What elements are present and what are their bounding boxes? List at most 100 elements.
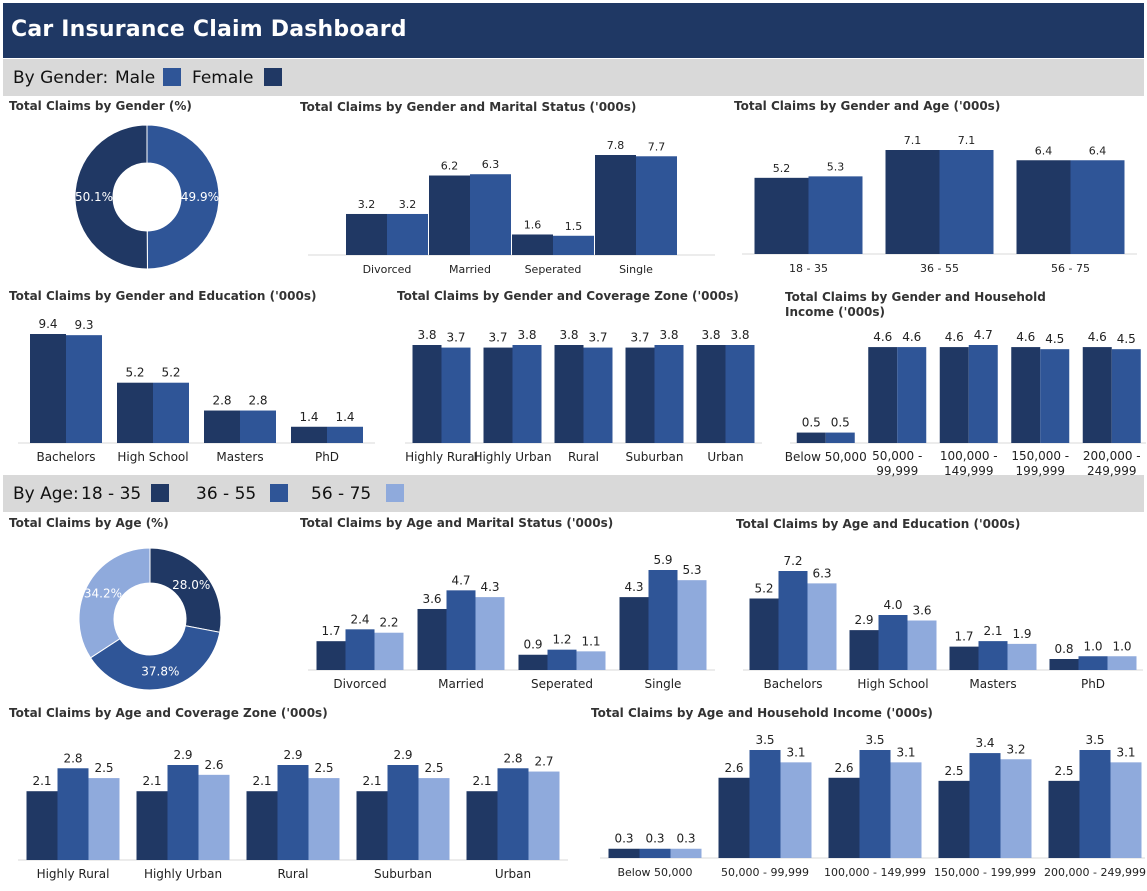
data-label: 0.3 xyxy=(645,832,664,846)
bar-male-18-35 xyxy=(808,176,863,254)
data-label: 3.4 xyxy=(975,736,994,750)
category-label-100-000-149-999: 100,000 - xyxy=(940,449,998,463)
gender-age-bar-chart: 5.2 5.3 18 - 35 7.1 7.1 36 - 55 6.4 6.4 56 - 75 xyxy=(742,134,1137,275)
bar-female-rural xyxy=(554,345,584,443)
data-label: 3.5 xyxy=(1085,733,1104,747)
bar-36-55-50-000-99-999 xyxy=(749,750,781,858)
data-label: 3.2 xyxy=(1006,742,1025,756)
chart-title-gender-income: Total Claims by Gender and Household Inc… xyxy=(785,290,1046,319)
bar-18-35-divorced xyxy=(316,641,346,670)
category-label-150-000-199-999: 150,000 - xyxy=(1011,449,1069,463)
bar-56-75-rural xyxy=(308,778,340,860)
category-label-masters: Masters xyxy=(216,450,263,464)
category-label-50-000-99-999: 50,000 - xyxy=(872,449,922,463)
legend-swatch-18-35 xyxy=(151,484,169,502)
data-label: 1.2 xyxy=(552,633,571,647)
data-label: 3.5 xyxy=(755,733,774,747)
bar-56-75-masters xyxy=(1007,643,1037,670)
category-label-highly-rural: Highly Rural xyxy=(405,450,478,464)
bar-56-75-50-000-99-999 xyxy=(780,762,812,858)
category-label-urban: Urban xyxy=(495,867,531,881)
data-label: 9.3 xyxy=(74,318,93,332)
chart-title-age-coverage-zone: Total Claims by Age and Coverage Zone ('… xyxy=(9,706,328,720)
bar-56-75-seperated xyxy=(576,651,606,670)
data-label: 5.2 xyxy=(125,366,144,380)
data-label: 2.8 xyxy=(63,751,82,765)
data-label: 4.7 xyxy=(451,573,470,587)
pie-slice-18-35 xyxy=(149,547,222,633)
gender-coverage-zone-bar-chart: 3.8 3.7 Highly Rural 3.7 3.8 Highly Urban 3.8 3… xyxy=(405,328,762,464)
data-label: 4.7 xyxy=(974,328,993,342)
category-label-suburban: Suburban xyxy=(374,867,432,881)
category-label-single: Single xyxy=(645,677,682,691)
bar-female-100-000-149-999 xyxy=(939,347,969,443)
bar-18-35-below-50-000 xyxy=(608,848,640,858)
category-label-bachelors: Bachelors xyxy=(763,677,822,691)
category-label-150-000-199-999-line2: 199,999 xyxy=(1015,464,1065,478)
bar-female-divorced xyxy=(346,213,387,255)
data-label: 1.9 xyxy=(1012,627,1031,641)
data-label: 2.5 xyxy=(424,761,443,775)
bar-36-55-100-000-149-999 xyxy=(859,750,891,858)
bar-female-highly-urban xyxy=(483,347,513,443)
bar-male-married xyxy=(470,174,511,255)
bar-female-below-50-000 xyxy=(796,432,826,443)
bar-36-55-below-50-000 xyxy=(639,848,671,858)
bar-male-highly-rural xyxy=(441,347,471,443)
data-label: 0.5 xyxy=(831,416,850,430)
category-label-below-50-000: Below 50,000 xyxy=(785,450,867,464)
data-label: 3.7 xyxy=(446,331,465,345)
data-label: 0.5 xyxy=(802,416,821,430)
data-label: 2.9 xyxy=(393,748,412,762)
chart-title-gender-pie: Total Claims by Gender (%) xyxy=(9,99,192,113)
bar-female-urban xyxy=(696,345,726,443)
data-label: 7.7 xyxy=(648,140,666,153)
data-label: 4.5 xyxy=(1117,332,1136,346)
bar-36-55-highly-rural xyxy=(57,768,89,860)
legend-label-male: Male xyxy=(115,68,156,88)
data-label: 1.0 xyxy=(1112,639,1131,653)
bar-female-200-000-249-999 xyxy=(1082,347,1112,443)
data-label: 5.3 xyxy=(827,160,845,173)
data-label: 4.3 xyxy=(624,580,643,594)
bar-36-55-suburban xyxy=(387,765,419,860)
chart-title-age-marital: Total Claims by Age and Marital Status (… xyxy=(300,516,614,530)
bar-female-56-75 xyxy=(1016,160,1071,254)
category-label-150-000-199-999: 150,000 - 199,999 xyxy=(934,866,1036,879)
bar-56-75-divorced xyxy=(374,632,404,670)
bar-male-200-000-249-999 xyxy=(1111,349,1141,443)
data-label: 3.5 xyxy=(865,733,884,747)
bar-18-35-rural xyxy=(246,791,278,860)
bar-male-150-000-199-999 xyxy=(1040,349,1070,443)
bar-18-35-highly-rural xyxy=(26,791,58,860)
data-label: 2.1 xyxy=(32,774,51,788)
bar-36-55-bachelors xyxy=(778,571,808,670)
data-label: 4.6 xyxy=(1016,330,1035,344)
data-label: 3.6 xyxy=(912,604,931,618)
bar-female-highly-rural xyxy=(412,345,442,443)
data-label: 4.5 xyxy=(1045,332,1064,346)
pie-label-female: 50.1% xyxy=(75,190,113,204)
chart-title-age-pie: Total Claims by Age (%) xyxy=(9,516,169,530)
data-label: 6.4 xyxy=(1089,144,1107,157)
data-label: 2.8 xyxy=(212,394,231,408)
dashboard-header: Car Insurance Claim Dashboard xyxy=(3,3,1144,58)
category-label-phd: PhD xyxy=(315,450,339,464)
pie-label-male: 49.9% xyxy=(181,190,219,204)
category-label-married: Married xyxy=(449,263,491,276)
chart-title-gender-age: Total Claims by Gender and Age ('000s) xyxy=(734,99,1001,113)
bar-56-75-150-000-199-999 xyxy=(1000,759,1032,858)
data-label: 6.3 xyxy=(812,566,831,580)
category-label-masters: Masters xyxy=(969,677,1016,691)
category-label-high-school: High School xyxy=(857,677,928,691)
category-label-rural: Rural xyxy=(568,450,599,464)
data-label: 3.2 xyxy=(358,198,376,211)
data-label: 3.1 xyxy=(1116,745,1135,759)
data-label: 0.3 xyxy=(676,832,695,846)
data-label: 5.9 xyxy=(653,553,672,567)
age-marital-bar-chart: 1.7 2.4 2.2 Divorced 3.6 4.7 4.3 Married 0.9 1.2 1… xyxy=(308,553,715,691)
bar-18-35-bachelors xyxy=(749,598,779,670)
bar-male-seperated xyxy=(553,235,594,255)
pie-label-56-75: 34.2% xyxy=(84,587,122,601)
legend-label-female: Female xyxy=(192,68,254,88)
